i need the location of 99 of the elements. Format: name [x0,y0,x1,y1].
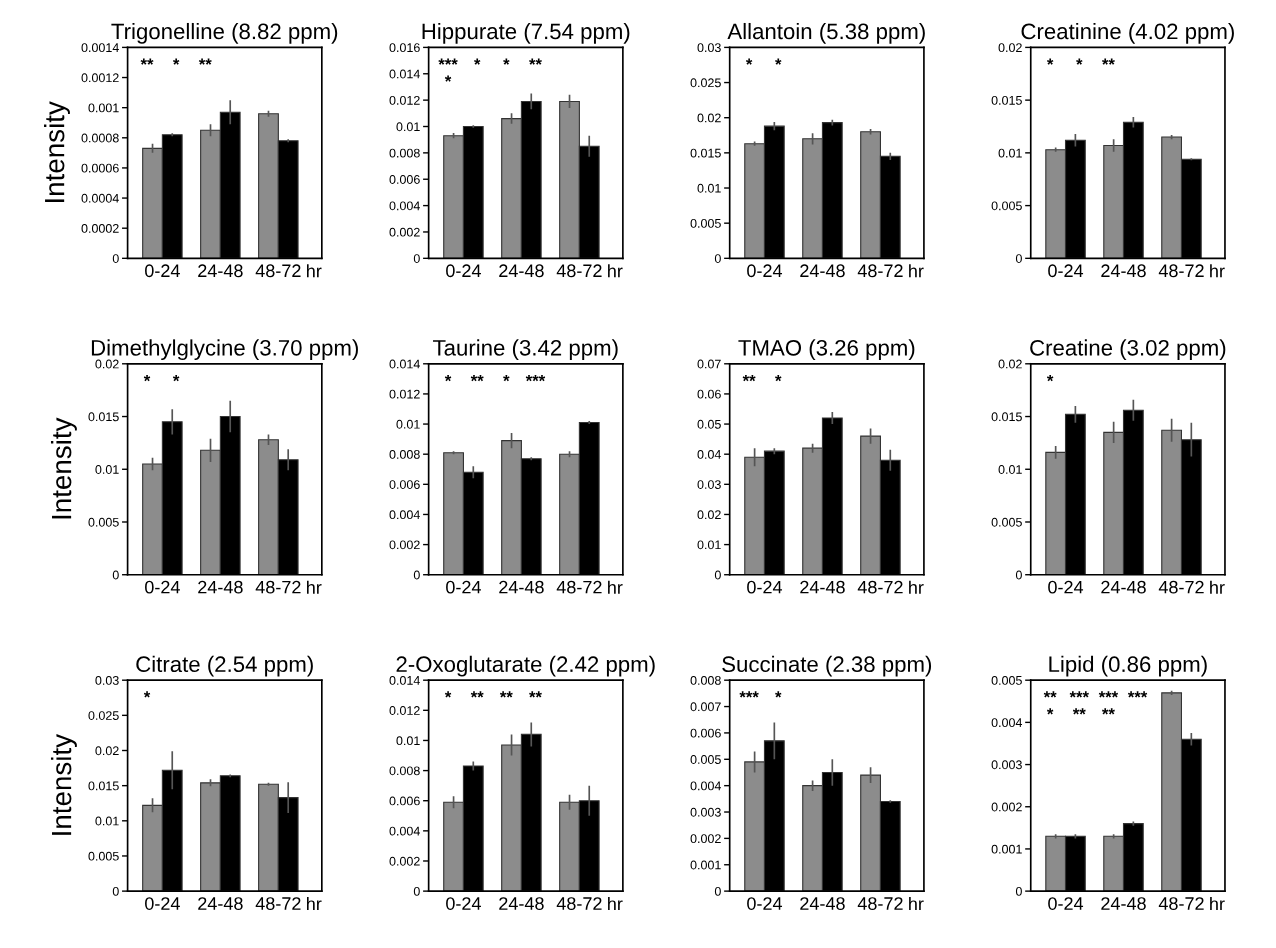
annotation: * [1046,374,1054,382]
x-tick-label: 24-48 [800,264,845,278]
chart-title: Trigonelline (8.82 ppm) [111,22,338,44]
x-tick-label: 24-48 [800,580,845,594]
x-tick-label: 48-72 [857,264,903,278]
chart-title: Creatinine (4.02 ppm) [1021,22,1234,44]
x-tick-label: 0-24 [747,580,783,594]
x-tick-label: 48-72 [556,580,602,594]
annotation: * [444,75,452,82]
annotation: *** [1127,691,1148,698]
x-tick-label: 24-48 [800,897,845,910]
annotation: *** [739,691,759,698]
chart-title: Dimethylglycine (3.70 ppm) [91,339,358,361]
x-tick-label: 0-24 [747,897,783,910]
annotation: ** [529,58,542,65]
x-tick-label: 48-72 [1158,897,1204,910]
chart-title: TMAO (3.26 ppm) [738,339,915,361]
annotation: * [474,58,481,65]
y-axis-title: Intensity [50,417,77,519]
x-tick-label: 48-72 [255,897,301,910]
x-axis-title: hr [909,580,924,594]
x-tick-label: 24-48 [198,897,243,910]
chart-title: Allantoin (5.38 ppm) [727,22,925,44]
chart-title: Creatine (3.02 ppm) [1030,339,1226,361]
x-tick-label: 24-48 [198,264,243,278]
x-axis-title: hr [1210,580,1225,594]
annotation: ** [742,374,756,382]
annotation: * [172,374,180,382]
annotation: ** [529,691,542,698]
x-axis-title: hr [608,580,623,594]
annotation: * [143,374,151,382]
x-tick-label: 0-24 [446,897,481,910]
annotation: * [172,58,180,65]
chart-title: Succinate (2.38 ppm) [722,655,932,677]
annotation: * [444,374,452,382]
chart-title: Taurine (3.42 ppm) [433,339,618,361]
x-tick-label: 0-24 [446,264,481,278]
annotation: ** [470,374,484,382]
x-axis-title: hr [608,264,623,278]
x-tick-label: 0-24 [1048,264,1084,278]
annotation: *** [438,58,458,65]
annotation: * [1046,58,1054,65]
y-axis-title: Intensity [50,733,77,835]
x-tick-label: 0-24 [145,897,180,910]
x-tick-label: 48-72 [556,897,602,910]
x-axis-title: hr [909,897,924,911]
x-tick-label: 0-24 [1048,580,1084,594]
annotation: * [1046,708,1054,715]
chart-title: 2-Oxoglutarate (2.42 ppm) [396,655,655,677]
x-tick-label: 24-48 [1101,264,1146,278]
x-tick-label: 24-48 [1101,580,1146,594]
annotation: ** [499,691,513,698]
annotation: ** [140,58,154,65]
annotation: *** [1098,691,1119,698]
x-tick-label: 48-72 [1158,580,1204,594]
x-tick-label: 24-48 [499,580,544,594]
x-tick-label: 0-24 [145,264,180,278]
annotation: *** [1069,691,1089,698]
x-axis-title: hr [608,897,623,911]
x-tick-label: 24-48 [1101,897,1146,910]
annotation: * [503,58,510,65]
x-tick-label: 48-72 [255,580,301,594]
x-tick-label: 24-48 [499,264,544,278]
x-tick-label: 24-48 [499,897,544,910]
annotation: ** [1072,708,1086,715]
chart-title: Citrate (2.54 ppm) [136,655,313,677]
annotation: *** [525,374,546,382]
annotation: * [775,58,782,65]
annotation: * [444,691,452,698]
x-tick-label: 48-72 [857,897,903,910]
annotation: * [745,58,753,65]
x-axis-title: hr [1210,264,1225,278]
annotation: * [503,374,510,382]
annotation: ** [470,691,484,698]
x-tick-label: 0-24 [446,580,481,594]
annotation: * [143,691,151,698]
x-axis-title: hr [307,897,322,911]
annotation: * [1076,58,1083,65]
x-tick-label: 0-24 [1048,897,1084,910]
chart-title: Lipid (0.86 ppm) [1049,655,1207,677]
x-axis-title: hr [909,264,924,278]
annotation: ** [198,58,212,65]
annotation: * [775,374,782,382]
x-tick-label: 48-72 [857,580,903,594]
annotation: ** [1101,708,1115,715]
y-axis-title: Intensity [44,101,70,203]
x-tick-label: 48-72 [1158,264,1204,278]
annotation: ** [1101,58,1115,65]
x-tick-label: 48-72 [556,264,602,278]
x-axis-title: hr [1210,897,1225,911]
x-axis-title: hr [307,580,322,594]
x-axis-title: hr [307,264,322,278]
x-tick-label: 48-72 [255,264,301,278]
annotation: ** [1043,691,1057,698]
x-tick-label: 0-24 [145,580,180,594]
chart-title: Hippurate (7.54 ppm) [422,22,630,44]
x-tick-label: 24-48 [198,580,243,594]
annotation: * [775,691,782,698]
x-tick-label: 0-24 [747,264,783,278]
